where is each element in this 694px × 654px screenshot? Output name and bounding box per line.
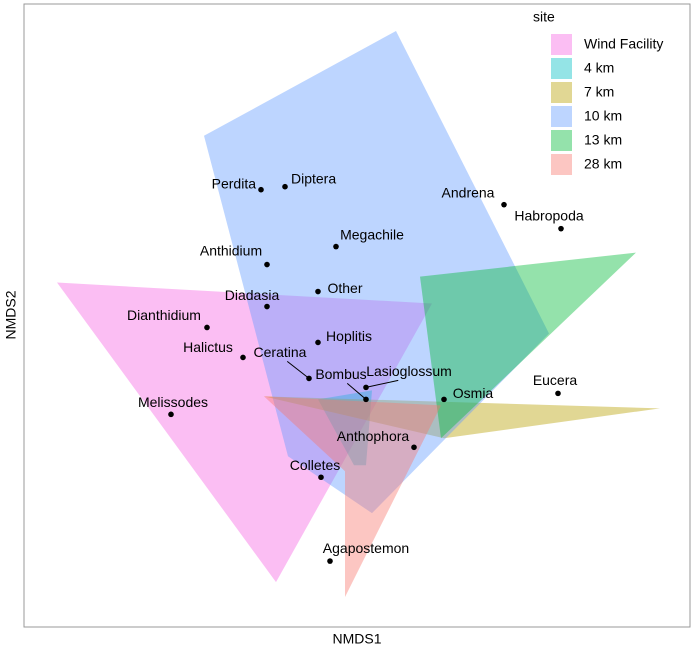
point-label: Other	[327, 280, 362, 296]
point	[240, 354, 246, 361]
legend-key	[551, 34, 572, 55]
point	[168, 411, 174, 418]
point	[282, 183, 288, 190]
point	[558, 225, 564, 232]
point-label: Halictus	[183, 339, 233, 355]
point	[363, 396, 369, 403]
points: Perdita Diptera Andrena Habropoda Megachile A…	[127, 170, 584, 564]
hull	[57, 282, 432, 583]
point-label: Diptera	[291, 170, 336, 186]
point	[264, 303, 270, 310]
hull	[264, 396, 441, 598]
point	[204, 324, 210, 331]
panel	[23, 3, 691, 628]
point	[315, 288, 321, 295]
point-label: Eucera	[533, 372, 578, 388]
hull	[318, 390, 372, 466]
point-label: Bombus	[315, 366, 366, 382]
legend-label: 10 km	[584, 108, 622, 124]
legend-label: 28 km	[584, 156, 622, 172]
legend-key	[551, 58, 572, 79]
point	[327, 558, 333, 564]
point-label: Osmia	[453, 385, 494, 401]
point-label: Ceratina	[254, 344, 307, 360]
legend-key	[551, 130, 572, 151]
y-axis-title: NMDS2	[3, 290, 19, 339]
leader-line	[286, 361, 310, 379]
hulls	[57, 30, 660, 598]
x-axis-title: NMDS1	[332, 631, 381, 647]
point-label: Andrena	[442, 184, 495, 200]
point	[333, 243, 339, 250]
point	[306, 375, 312, 382]
legend-key	[551, 106, 572, 127]
point	[501, 201, 507, 208]
point	[315, 339, 321, 346]
legend-label: Wind Facility	[584, 36, 663, 52]
leader-line	[346, 382, 367, 400]
point	[258, 186, 264, 193]
hull	[420, 252, 636, 439]
leader-line	[365, 379, 399, 388]
point-label: Anthophora	[337, 428, 410, 444]
point-label: Anthidium	[200, 242, 262, 258]
legend-label: 7 km	[584, 84, 614, 100]
point-label: Melissodes	[138, 394, 208, 410]
point	[363, 384, 369, 391]
point-label: Colletes	[290, 457, 341, 473]
legend-label: 4 km	[584, 60, 614, 76]
point-label: Agapostemon	[323, 540, 409, 556]
legend-key	[551, 154, 572, 175]
point	[555, 390, 561, 397]
point-label: Hoplitis	[326, 328, 372, 344]
point	[264, 261, 270, 268]
point-label: Diadasia	[225, 287, 280, 303]
point	[411, 444, 417, 451]
hull	[264, 396, 660, 439]
point-label: Dianthidium	[127, 307, 201, 323]
point-label: Perdita	[212, 175, 257, 191]
point-label: Megachile	[340, 226, 404, 242]
legend-label: 13 km	[584, 132, 622, 148]
point-label: Habropoda	[514, 207, 583, 223]
hull	[204, 30, 549, 514]
point	[318, 474, 324, 481]
point-label: Lasioglossum	[366, 363, 452, 379]
point	[441, 396, 447, 403]
legend-title: site	[533, 9, 555, 25]
legend-key	[551, 82, 572, 103]
